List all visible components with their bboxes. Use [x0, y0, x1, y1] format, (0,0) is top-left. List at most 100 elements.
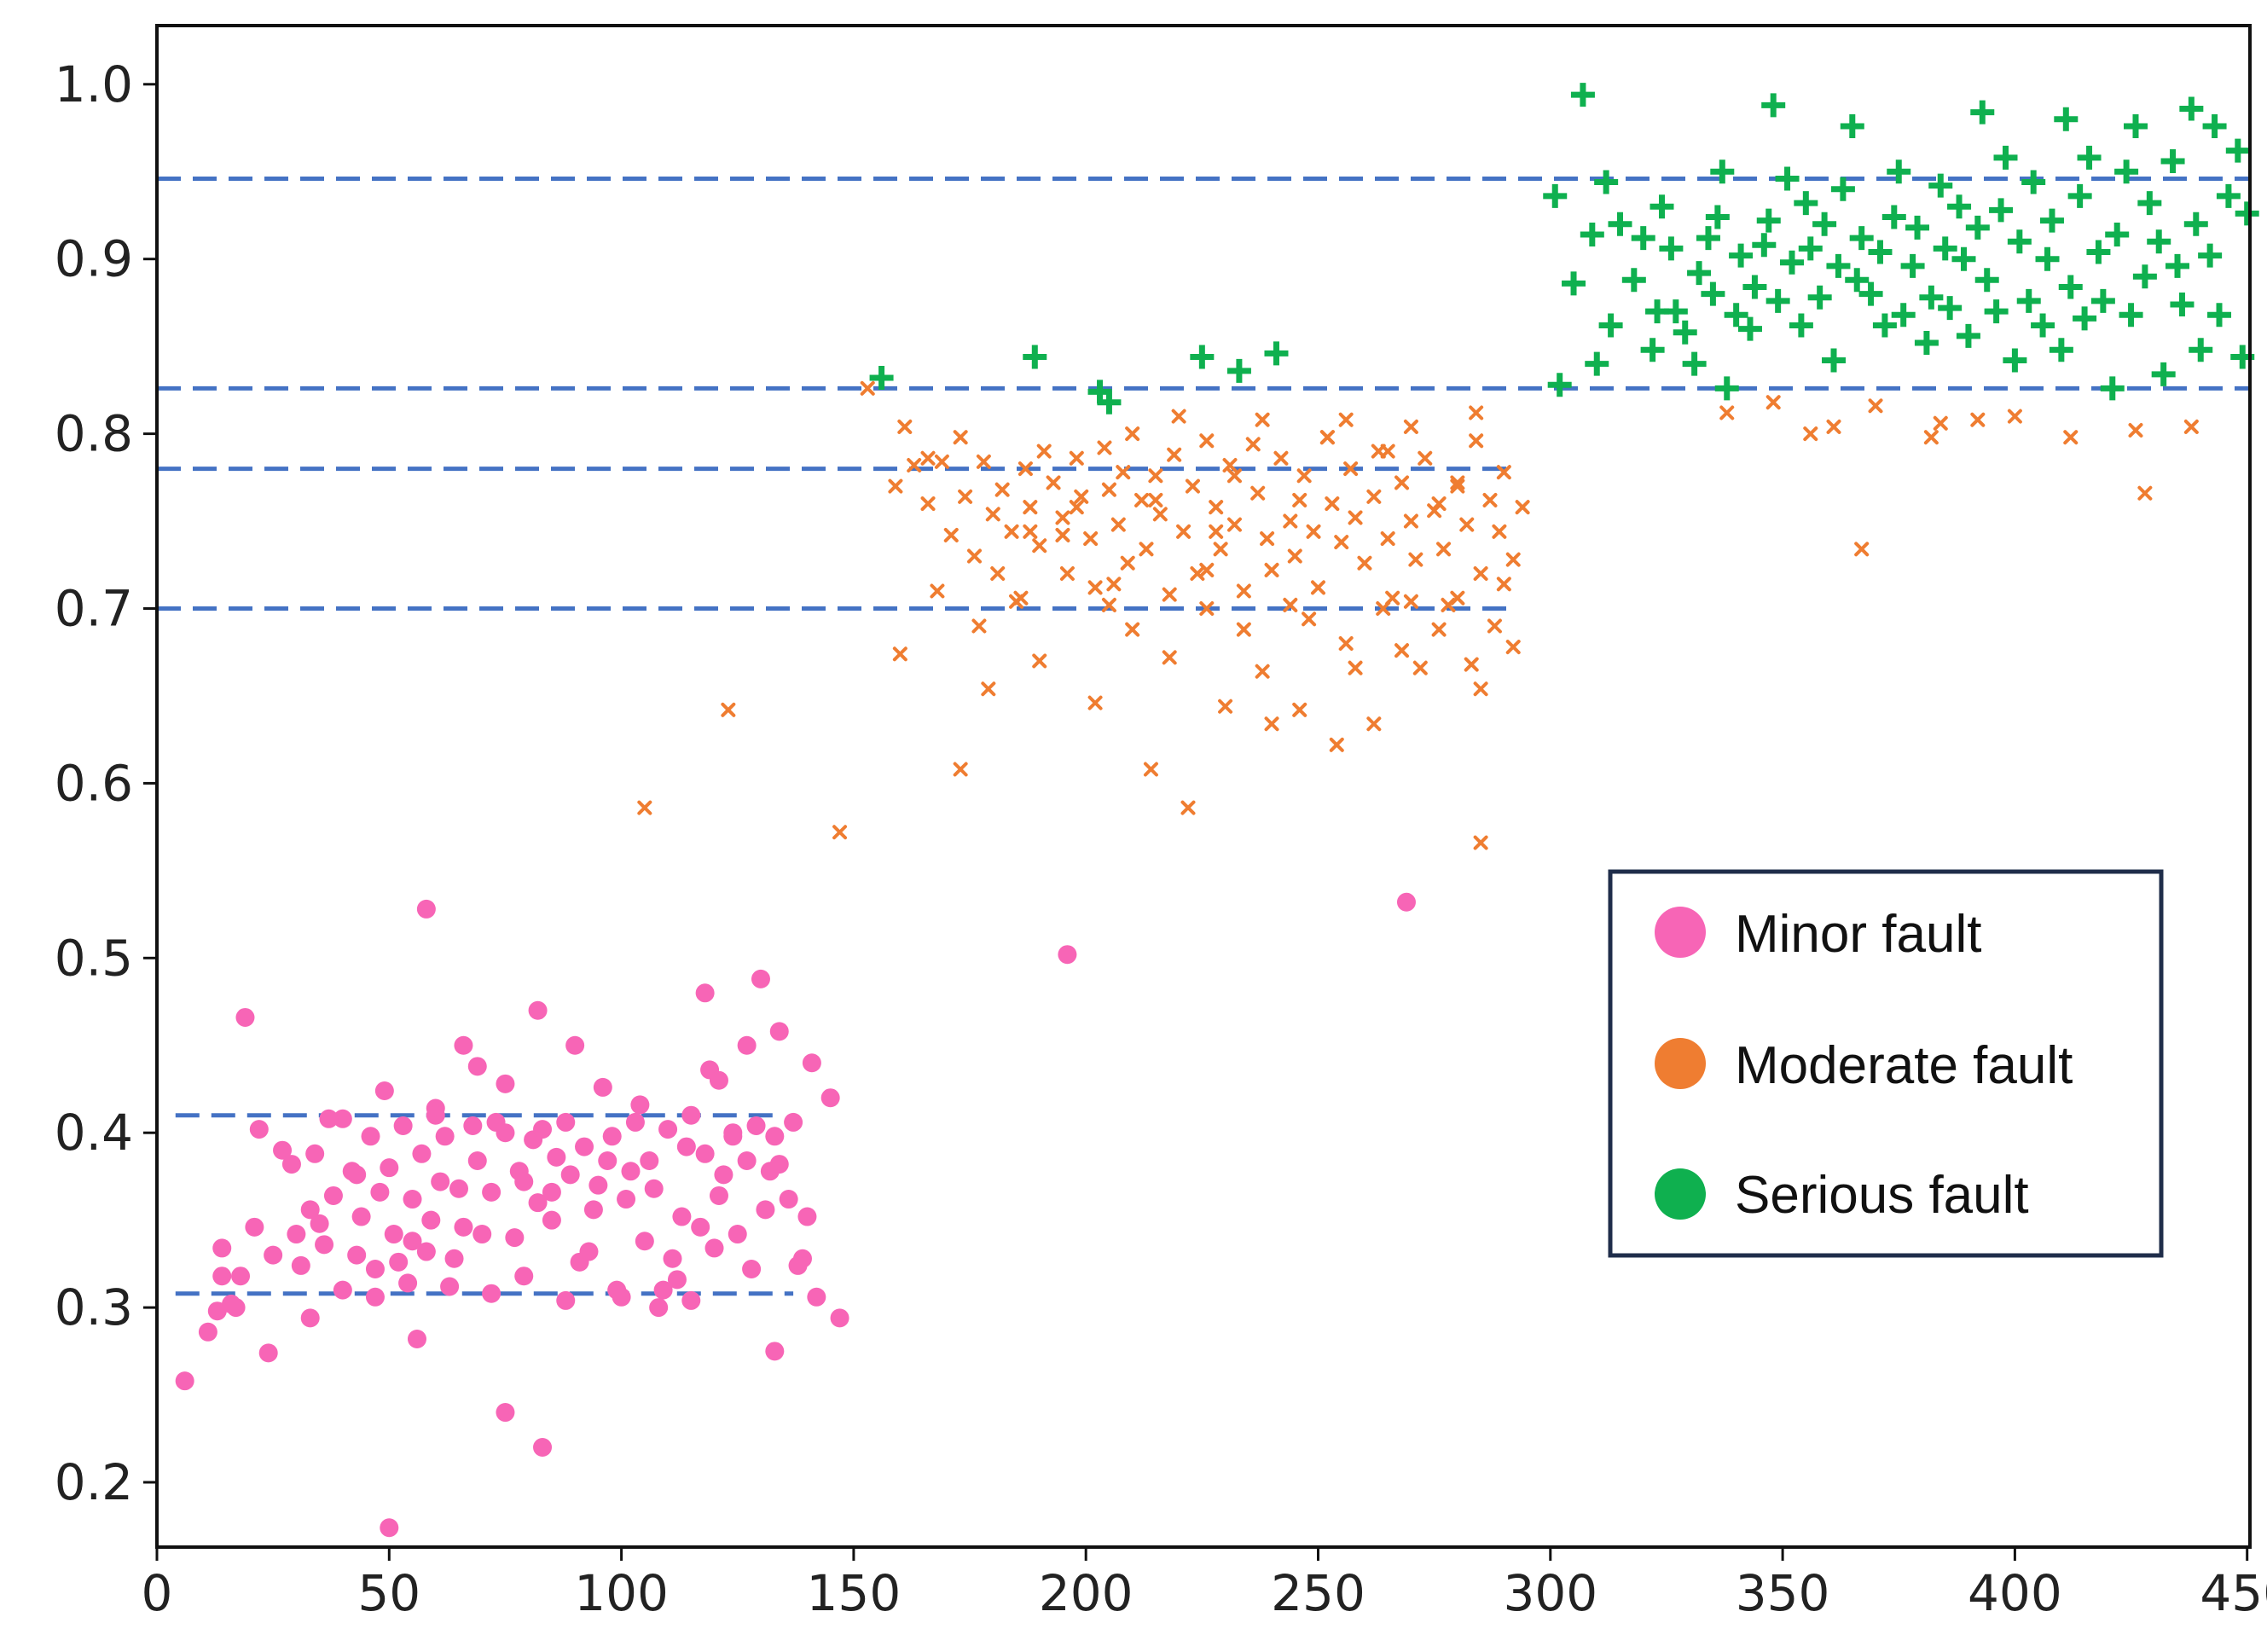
moderate-point	[1348, 660, 1363, 675]
minor-point	[565, 1035, 585, 1055]
serious-point	[1650, 194, 1674, 219]
minor-point	[779, 1190, 798, 1209]
minor-point	[542, 1182, 561, 1202]
minor-point	[533, 1120, 553, 1139]
moderate-point	[1319, 430, 1335, 445]
serious-point	[1858, 281, 1883, 306]
moderate-point	[1069, 450, 1084, 466]
minor-point	[347, 1245, 367, 1265]
minor-point	[807, 1287, 826, 1307]
x-tick-label: 400	[1968, 1564, 2062, 1622]
moderate-point	[1487, 618, 1502, 634]
moderate-point	[1306, 524, 1321, 539]
serious-point	[1226, 358, 1251, 383]
moderate-point	[971, 618, 987, 634]
serious-point	[1789, 313, 1813, 338]
moderate-point	[1106, 577, 1122, 592]
serious-point	[1663, 299, 1688, 324]
minor-point	[820, 1088, 840, 1108]
minor-point	[621, 1162, 641, 1181]
serious-point	[2086, 240, 2111, 264]
moderate-point	[1148, 468, 1163, 484]
serious-point	[2054, 107, 2079, 131]
serious-point	[1594, 170, 1619, 194]
serious-point	[1673, 320, 1697, 345]
minor-point	[235, 1007, 255, 1027]
serious-point	[1752, 233, 1777, 258]
minor-point	[751, 969, 770, 988]
minor-point	[416, 899, 436, 919]
moderate-point	[1176, 524, 1191, 539]
serious-point	[1631, 226, 1655, 251]
legend-label-moderate: Moderate fault	[1735, 1036, 2073, 1095]
data-points	[175, 83, 2259, 1538]
minor-point	[426, 1105, 445, 1125]
minor-point	[676, 1137, 696, 1156]
moderate-point	[1069, 500, 1084, 515]
y-tick-label: 1.0	[55, 55, 133, 113]
minor-point	[198, 1322, 217, 1342]
moderate-point	[2137, 485, 2153, 501]
moderate-point	[1765, 395, 1781, 410]
serious-point	[1705, 205, 1730, 229]
serious-point	[1919, 285, 1944, 310]
serious-point	[2183, 212, 2208, 236]
minor-point	[742, 1260, 762, 1279]
moderate-point	[967, 548, 982, 564]
serious-point	[1779, 250, 1804, 275]
serious-point	[1701, 281, 1725, 306]
minor-point	[431, 1172, 450, 1191]
minor-point	[333, 1109, 352, 1128]
minor-point	[728, 1225, 747, 1244]
serious-point	[2003, 348, 2027, 373]
moderate-point	[1923, 430, 1939, 445]
moderate-point	[958, 489, 973, 504]
moderate-point	[1199, 601, 1215, 616]
minor-point	[1396, 892, 1416, 912]
minor-point	[617, 1190, 636, 1209]
moderate-point	[1329, 737, 1344, 752]
moderate-point	[860, 380, 875, 396]
moderate-point	[1482, 492, 1498, 507]
moderate-point	[1403, 419, 1418, 434]
serious-point	[1264, 341, 1289, 366]
moderate-point	[1273, 450, 1289, 466]
moderate-point	[1236, 583, 1251, 599]
serious-point	[2119, 303, 2143, 328]
minor-point	[273, 1140, 293, 1160]
serious-point	[2198, 243, 2223, 268]
minor-point	[714, 1165, 733, 1185]
minor-point	[281, 1155, 301, 1174]
moderate-point	[1120, 555, 1135, 571]
serious-point	[1849, 226, 1874, 251]
moderate-point	[1412, 660, 1428, 675]
serious-point	[1965, 215, 1990, 240]
moderate-point	[1226, 468, 1242, 484]
serious-point	[1729, 243, 1754, 268]
y-tick-label: 0.9	[55, 230, 133, 288]
serious-point	[2132, 264, 2157, 289]
serious-point	[2137, 191, 2162, 216]
minor-point	[496, 1403, 515, 1423]
minor-point	[649, 1298, 669, 1318]
minor-point	[528, 1000, 548, 1020]
minor-point	[291, 1255, 310, 1275]
moderate-point	[2063, 430, 2079, 445]
minor-point	[403, 1232, 422, 1251]
minor-point	[319, 1109, 339, 1128]
moderate-point	[1260, 531, 1275, 547]
plot-frame	[155, 24, 2252, 1549]
serious-point	[1696, 226, 1720, 251]
moderate-point	[1515, 500, 1530, 515]
serious-point	[1812, 212, 1837, 236]
serious-point	[1659, 236, 1684, 261]
moderate-point	[888, 478, 903, 494]
serious-point	[1807, 285, 1832, 310]
moderate-point	[953, 762, 968, 777]
minor-point	[667, 1270, 687, 1290]
moderate-point	[1055, 510, 1070, 525]
minor-point	[542, 1210, 561, 1230]
minor-point	[393, 1116, 413, 1136]
minor-point	[421, 1210, 441, 1230]
